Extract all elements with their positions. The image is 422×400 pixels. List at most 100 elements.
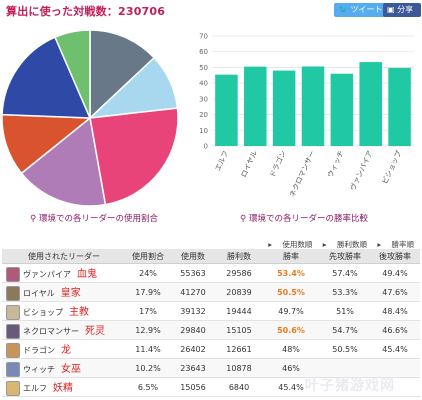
uses-cell: 39132 <box>170 301 216 321</box>
y-tick-label: 20 <box>199 111 208 119</box>
x-tick-label: ビショップ <box>380 148 404 185</box>
winrate-cell: 49.7% <box>262 301 320 321</box>
leader-avatar <box>6 304 20 320</box>
table-row: エルフ 妖精 6.5% 15056 6840 45.4% <box>2 377 420 397</box>
second-cell <box>370 358 420 378</box>
wins-value: 6840 <box>228 382 250 392</box>
leader-cell: ドラゴン龙 <box>2 339 126 359</box>
second-cell: 45.4% <box>370 339 420 359</box>
second-value: 49.4% <box>382 268 408 278</box>
uses-value: 41270 <box>180 287 206 297</box>
second-cell: 49.4% <box>370 263 420 283</box>
col-first: 先攻勝率 <box>320 249 370 264</box>
wins-cell: 20839 <box>216 282 262 302</box>
winrate-cell: 50.5% <box>262 282 320 302</box>
share-cell: 10.2% <box>126 358 170 378</box>
share-button[interactable]: ▣ 分享 <box>383 3 421 17</box>
first-cell: 50.5% <box>320 339 370 359</box>
table-row: ドラゴン龙 11.4% 26402 12661 48% 50.5% 45.4% <box>2 339 420 359</box>
sort-label: 使用数順 <box>282 240 313 249</box>
bar <box>388 67 411 146</box>
col-leader: 使用されたリーダー <box>2 249 126 264</box>
first-cell <box>320 358 370 378</box>
col-wins: 勝利数 <box>216 249 262 264</box>
pie-caption: ⚲ 環境での各リーダーの使用割合 <box>30 214 158 224</box>
wins-cell: 10878 <box>216 358 262 378</box>
tweet-label: ツイート <box>350 5 383 14</box>
share-cell: 17% <box>126 301 170 321</box>
share-label: 分享 <box>397 5 414 14</box>
sort-by-winrate[interactable]: ▸ 勝率順 <box>377 240 414 249</box>
wins-value: 12661 <box>226 344 252 354</box>
leader-stats-table: 使用されたリーダー 使用割合 使用数 勝利数 勝率 先攻勝率 後攻勝率 ヴァンパ… <box>2 249 420 397</box>
uses-value: 55363 <box>180 268 206 278</box>
bar <box>301 66 325 146</box>
winrate-bar-chart: 0 10 20 30 40 50 60 70 エルフ ロイヤル ドラゴン ネクロマンサー ウィッチ ヴァン… <box>199 33 414 198</box>
winrate-value: 49.7% <box>278 306 304 316</box>
x-tick-label: ロイヤル <box>239 149 259 179</box>
winrate-cell: 46% <box>262 358 320 378</box>
tweet-button[interactable]: 🐦 ツイート <box>334 3 388 17</box>
charts-canvas: 0 10 20 30 40 50 60 70 エルフ ロイヤル ドラゴン ネクロマンサー ウィッチ ヴァン… <box>1 29 414 207</box>
leader-cn-name: 妖精 <box>53 382 73 394</box>
uses-value: 26402 <box>180 344 206 354</box>
leader-avatar <box>6 323 20 339</box>
leader-name: エルフ <box>23 383 47 393</box>
usage-pie-chart <box>1 29 179 207</box>
sort-by-wins[interactable]: ▸ 勝利数順 <box>322 240 367 249</box>
watermark: 叶子猪游戏网 <box>305 378 395 394</box>
winrate-value: 45.4% <box>278 382 304 392</box>
uses-cell: 29840 <box>170 320 216 340</box>
share-cell: 24% <box>126 263 170 283</box>
pie-slice <box>20 116 107 207</box>
leader-cn-name: 女巫 <box>61 363 81 375</box>
y-tick-label: 30 <box>199 95 208 103</box>
first-value: 50.5% <box>332 344 358 354</box>
uses-cell: 55363 <box>170 263 216 283</box>
pie-slice <box>89 107 179 206</box>
sort-label: 勝率順 <box>391 240 415 249</box>
uses-value: 23643 <box>180 363 206 373</box>
y-tick-label: 40 <box>199 80 208 88</box>
wins-cell: 12661 <box>216 339 262 359</box>
leader-avatar <box>6 361 20 377</box>
col-share: 使用割合 <box>126 249 170 264</box>
second-cell <box>370 377 420 397</box>
y-tick-label: 50 <box>199 64 208 72</box>
bar <box>330 73 354 146</box>
uses-cell: 41270 <box>170 282 216 302</box>
sort-by-uses[interactable]: ▸ 使用数順 <box>268 240 313 249</box>
bar <box>272 70 296 146</box>
y-tick-label: 0 <box>204 143 208 151</box>
second-value: 45.4% <box>382 344 408 354</box>
leader-cell: ロイヤル 皇家 <box>2 282 126 302</box>
winrate-value: 50.6% <box>277 325 305 335</box>
leader-name: ドラゴン <box>23 345 55 355</box>
first-cell <box>320 377 370 397</box>
x-tick-label: ウィッチ <box>325 149 345 179</box>
leader-cell: ヴァンパイア 血鬼 <box>2 263 126 283</box>
share-value: 24% <box>139 268 157 278</box>
second-value: 47.6% <box>382 287 408 297</box>
winrate-value: 53.4% <box>277 268 305 278</box>
leader-avatar <box>6 266 20 282</box>
x-tick-label: エルフ <box>213 149 230 172</box>
leader-cn-name: 龙 <box>61 344 71 356</box>
sort-label: 勝利数順 <box>336 240 367 249</box>
first-value: 53.3% <box>332 287 358 297</box>
winrate-cell: 45.4% <box>262 377 320 397</box>
second-cell: 46.6% <box>370 320 420 340</box>
share-value: 12.9% <box>135 325 161 335</box>
winrate-cell: 53.4% <box>262 263 320 283</box>
uses-cell: 23643 <box>170 358 216 378</box>
wins-value: 10878 <box>226 363 252 373</box>
leader-cell: ネクロマンサー 死灵 <box>2 320 126 340</box>
share-value: 17% <box>139 306 157 316</box>
first-value: 51% <box>336 306 354 316</box>
leader-cn-name: 死灵 <box>85 325 105 337</box>
second-value: 46.6% <box>382 325 408 335</box>
y-tick-label: 70 <box>199 33 208 41</box>
table-header-row: 使用されたリーダー 使用割合 使用数 勝利数 勝率 先攻勝率 後攻勝率 <box>2 249 420 264</box>
x-tick-label: ネクロマンサー <box>287 149 316 198</box>
winrate-value: 46% <box>282 363 300 373</box>
